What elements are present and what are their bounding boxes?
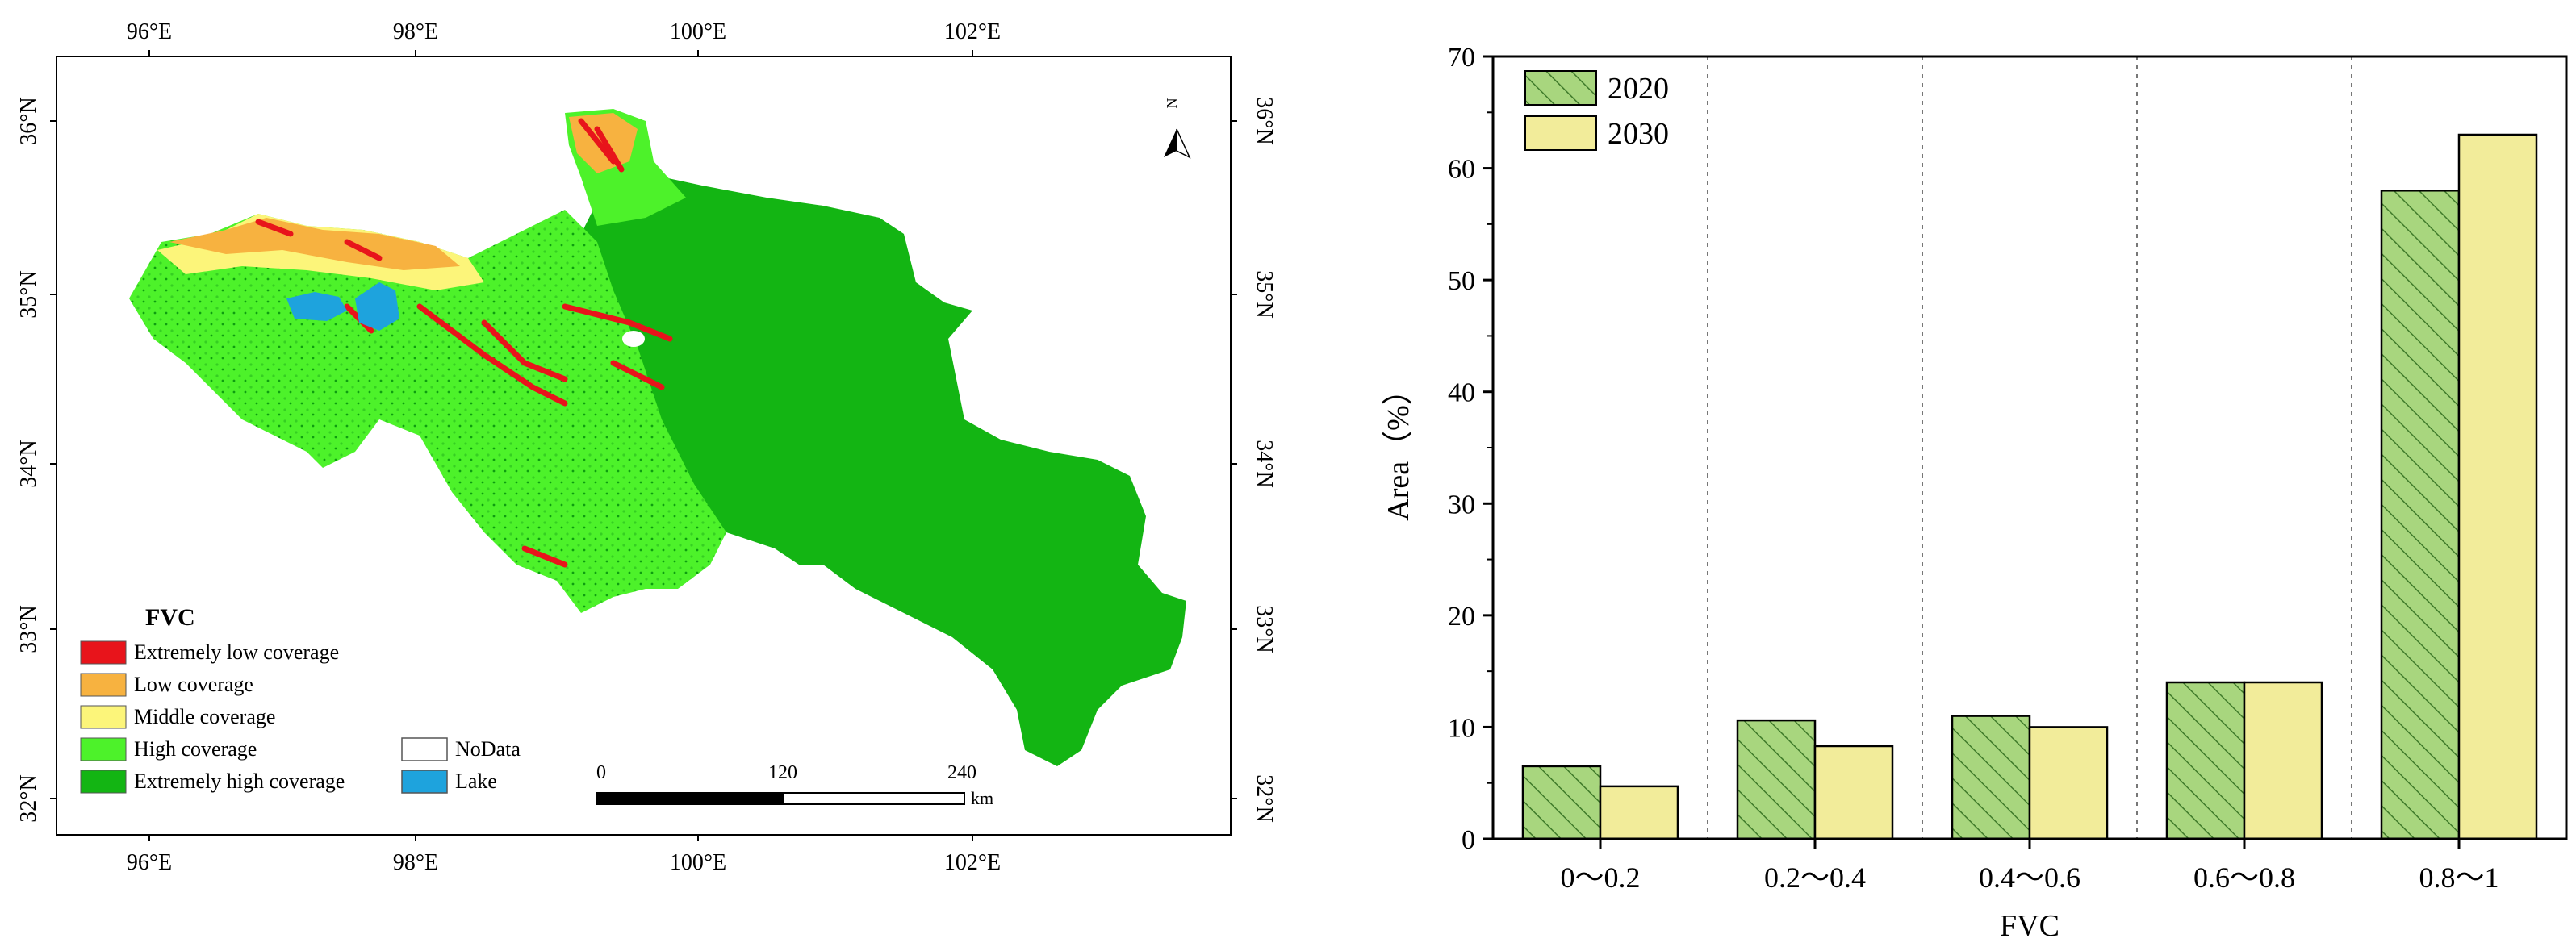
x-tick-label: 0.4～0.6 <box>1979 861 2080 894</box>
bar-2020-2 <box>1951 715 2031 840</box>
legend-title: FVC <box>145 604 195 631</box>
lat-tick-label: 36°N <box>16 97 41 144</box>
lon-tick-label: 102°E <box>944 19 1001 44</box>
legend-label: 2030 <box>1608 117 1669 151</box>
y-tick-label: 10 <box>1448 713 1475 743</box>
legend-label: Extremely low coverage <box>134 640 339 664</box>
legend-label: High coverage <box>134 737 257 761</box>
y-tick-label: 0 <box>1462 825 1475 855</box>
nodata-patch <box>622 331 645 347</box>
x-tick-label: 0.2～0.4 <box>1764 861 1866 894</box>
map-legend: FVC Extremely low coverage Low coverage Mi… <box>80 604 521 794</box>
lat-ticks-right: 36°N 35°N 34°N 33°N 32°N <box>1252 97 1277 822</box>
legend-swatch <box>401 770 448 794</box>
lake-gyaring <box>286 292 347 321</box>
scale-bar: 0 120 240 km <box>596 762 993 808</box>
legend-label: Extremely high coverage <box>134 770 345 793</box>
lon-tick-label: 98°E <box>393 19 438 44</box>
y-tick-label: 20 <box>1448 602 1475 632</box>
legend-swatch <box>80 640 127 665</box>
lon-tick-label: 102°E <box>944 850 1001 875</box>
region-low-north <box>169 218 460 270</box>
legend-swatch <box>80 705 127 729</box>
x-axis-label: FVC <box>2000 909 2060 943</box>
lat-tick-label: 35°N <box>16 270 41 318</box>
x-tick-label: 0～0.2 <box>1560 861 1640 894</box>
lon-ticks-top: 96°E 98°E 100°E 102°E <box>127 19 1001 44</box>
map-region <box>129 109 1186 766</box>
legend-label: 2020 <box>1608 72 1669 106</box>
legend-swatch <box>80 737 127 761</box>
legend-label: NoData <box>455 737 521 761</box>
y-axis-label: Area（%） <box>1382 374 1416 520</box>
lat-tick-label: 33°N <box>16 605 41 653</box>
legend-label: Middle coverage <box>134 705 275 728</box>
bar-2020-0 <box>1521 765 1602 840</box>
lat-tick-label: 35°N <box>1252 270 1277 318</box>
lon-ticks-bottom: 96°E 98°E 100°E 102°E <box>127 850 1001 875</box>
lat-tick-label: 36°N <box>1252 97 1277 144</box>
legend-label: Lake <box>455 770 497 793</box>
north-arrow-icon: N <box>1164 98 1191 159</box>
bar-2020-3 <box>2165 681 2246 840</box>
lat-ticks-left: 36°N 35°N 34°N 33°N 32°N <box>16 97 41 822</box>
bar-2030-3 <box>2243 681 2323 840</box>
north-label: N <box>1164 98 1180 109</box>
bar-2020-4 <box>2380 190 2461 840</box>
chart-bars <box>1521 133 2538 840</box>
lon-tick-label: 96°E <box>127 19 172 44</box>
y-tick-label: 60 <box>1448 155 1475 185</box>
x-tick-label: 0.8～1 <box>2419 861 2499 894</box>
bar-2030-4 <box>2457 133 2538 840</box>
x-axis-ticks: 0～0.2 0.2～0.4 0.4～0.6 0.6～0.8 0.8～1 <box>1560 839 2499 894</box>
chart-legend: 2020 2030 <box>1524 70 1669 151</box>
legend-swatch <box>80 770 127 794</box>
scale-tick-label: 0 <box>596 762 606 783</box>
legend-swatch <box>80 673 127 697</box>
lon-tick-label: 98°E <box>393 850 438 875</box>
bar-2030-2 <box>2028 726 2109 840</box>
legend-swatch <box>401 737 448 761</box>
legend-label: Low coverage <box>134 673 253 696</box>
scale-tick-label: 240 <box>947 762 976 783</box>
lon-tick-label: 100°E <box>670 850 726 875</box>
legend-swatch-2030 <box>1524 115 1597 151</box>
bar-2030-0 <box>1599 785 1679 840</box>
y-tick-label: 50 <box>1448 266 1475 296</box>
lat-tick-label: 33°N <box>1252 605 1277 653</box>
bar-2030-1 <box>1813 745 1894 840</box>
region-extremely-high-east <box>565 173 1186 766</box>
bar-2020-1 <box>1736 719 1817 840</box>
lake-ngoring <box>355 282 399 331</box>
y-tick-label: 40 <box>1448 378 1475 408</box>
fvc-map: 96°E 98°E 100°E 102°E 96°E 98°E 100°E 10… <box>16 19 1277 875</box>
x-tick-label: 0.6～0.8 <box>2193 861 2295 894</box>
y-tick-label: 30 <box>1448 490 1475 519</box>
scale-unit: km <box>971 788 993 808</box>
scale-tick-label: 120 <box>768 762 797 783</box>
lat-tick-label: 32°N <box>16 774 41 822</box>
lon-tick-label: 100°E <box>670 19 726 44</box>
y-axis-ticks: 0 10 20 30 40 50 60 70 <box>1448 43 1493 855</box>
y-tick-label: 70 <box>1448 43 1475 73</box>
legend-swatch-2020 <box>1524 70 1597 106</box>
lat-tick-label: 34°N <box>1252 440 1277 487</box>
region-extremely-low <box>255 118 673 568</box>
lat-tick-label: 34°N <box>16 440 41 487</box>
lon-tick-label: 96°E <box>127 850 172 875</box>
lat-tick-label: 32°N <box>1252 774 1277 822</box>
chart-grid <box>1707 56 2352 839</box>
fvc-map-panel: 96°E 98°E 100°E 102°E 96°E 98°E 100°E 10… <box>0 0 1291 947</box>
fvc-bar-chart-panel: 0 10 20 30 40 50 60 70 0～0.2 0.2～0.4 0.4～0.6 0.6～0… <box>1324 0 2576 947</box>
